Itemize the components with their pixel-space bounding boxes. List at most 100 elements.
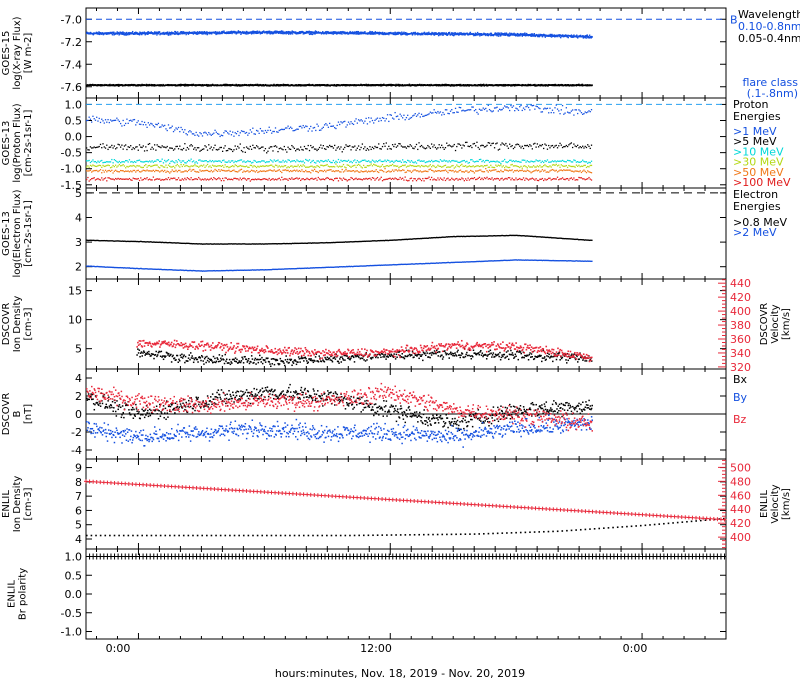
data-point [477, 146, 479, 149]
data-point [486, 159, 488, 162]
data-point [287, 159, 289, 161]
data-point [332, 125, 335, 127]
data-point [293, 160, 296, 162]
data-point [125, 144, 127, 146]
data-point [98, 117, 100, 120]
data-point [585, 161, 588, 163]
data-point [326, 160, 328, 163]
data-point [391, 160, 394, 162]
data-point [128, 165, 131, 167]
data-point [384, 159, 386, 161]
data-point [500, 144, 502, 146]
data-point [526, 167, 528, 169]
data-point [510, 104, 512, 107]
data-point [357, 30, 360, 33]
data-point [413, 162, 415, 164]
data-point [322, 126, 324, 128]
data-point [433, 165, 435, 167]
data-point [227, 149, 229, 152]
data-point [208, 131, 210, 134]
data-point [490, 110, 492, 112]
data-point [359, 149, 361, 151]
data-point [376, 117, 379, 119]
data-point [509, 143, 511, 145]
data-point [478, 108, 481, 110]
data-point [233, 30, 236, 33]
data-point [496, 160, 498, 162]
data-point [286, 127, 288, 129]
data-point [334, 32, 336, 35]
data-point [520, 32, 522, 35]
data-point [512, 33, 515, 35]
data-point [196, 134, 199, 136]
data-point [521, 145, 523, 147]
data-point [326, 163, 328, 166]
data-point [109, 146, 112, 148]
data-point [522, 33, 525, 35]
data-point [274, 160, 277, 162]
data-point [297, 32, 299, 35]
data-point [400, 115, 403, 117]
data-point [254, 133, 257, 135]
data-point [461, 160, 463, 162]
data-point [476, 31, 479, 34]
data-point [291, 127, 293, 130]
data-point [527, 165, 530, 167]
data-point [473, 161, 476, 163]
data-point [307, 160, 309, 162]
data-point [181, 165, 183, 168]
data-point [266, 32, 268, 35]
data-point [195, 149, 197, 151]
data-point [89, 146, 92, 148]
data-point [274, 30, 276, 32]
data-point [145, 124, 147, 126]
data-point [148, 124, 151, 126]
data-point [543, 147, 545, 150]
data-point [179, 85, 182, 87]
data-point [96, 162, 98, 164]
data-point [360, 31, 362, 33]
data-point [515, 160, 517, 162]
data-point [493, 166, 496, 169]
data-point [571, 165, 574, 168]
data-point [568, 159, 570, 162]
data-point [282, 166, 284, 168]
data-point [493, 147, 496, 149]
data-point [276, 160, 278, 162]
data-point [203, 33, 205, 35]
data-point [283, 128, 285, 131]
data-point [185, 162, 187, 164]
data-point [587, 111, 589, 113]
data-point [150, 31, 152, 33]
data-point [422, 33, 424, 36]
data-point [526, 32, 528, 35]
data-point [208, 166, 210, 168]
data-point [544, 143, 546, 145]
data-point [267, 129, 269, 132]
data-point [306, 32, 308, 34]
data-point [219, 135, 221, 138]
data-point [150, 122, 152, 125]
data-point [243, 147, 245, 149]
data-point [308, 149, 311, 152]
data-point [548, 166, 550, 168]
data-point [218, 31, 220, 33]
data-point [374, 145, 376, 148]
data-point [116, 117, 118, 119]
data-point [141, 166, 143, 169]
data-point [432, 112, 434, 114]
data-point [405, 147, 408, 149]
data-point [286, 161, 288, 163]
data-point [575, 85, 578, 87]
data-point [176, 128, 178, 130]
data-point [507, 147, 510, 149]
data-point [415, 162, 418, 164]
flare-class-label: B [730, 13, 738, 26]
data-point [476, 111, 478, 114]
data-point [369, 146, 371, 148]
data-point [370, 31, 372, 33]
data-point [556, 108, 559, 110]
data-point [489, 34, 491, 36]
